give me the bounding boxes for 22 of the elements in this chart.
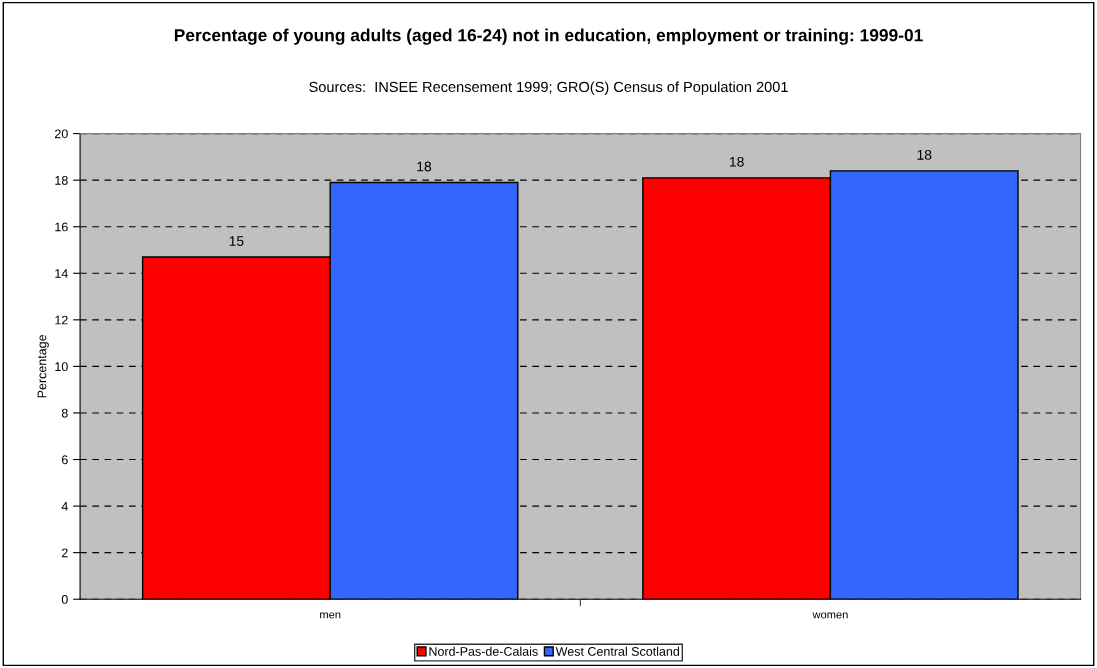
y-tick-label: 8 bbox=[61, 408, 68, 418]
y-tick-label: 18 bbox=[55, 175, 68, 185]
data-label: 15 bbox=[229, 236, 244, 246]
y-tick-label: 20 bbox=[55, 129, 68, 139]
y-tick-label: 16 bbox=[55, 222, 68, 232]
chart-title: Percentage of young adults (aged 16-24) not in education, employment or training: 1999-01 bbox=[174, 28, 923, 45]
data-label: 18 bbox=[917, 149, 932, 160]
y-tick-label: 4 bbox=[61, 502, 68, 511]
x-tick-label: men bbox=[320, 612, 341, 619]
y-tick-label: 6 bbox=[61, 455, 68, 465]
data-label: 18 bbox=[729, 156, 744, 167]
x-tick-label: women bbox=[812, 612, 848, 619]
legend-label: West Central Scotland bbox=[555, 646, 680, 656]
y-axis-title: Percentage bbox=[37, 334, 49, 398]
data-label: 18 bbox=[417, 161, 432, 172]
y-tick-label: 14 bbox=[55, 269, 68, 278]
legend-label: Nord-Pas-de-Calais bbox=[429, 646, 538, 656]
y-tick-label: 12 bbox=[55, 315, 68, 325]
y-tick-label: 2 bbox=[61, 548, 68, 558]
y-tick-label: 10 bbox=[55, 362, 68, 372]
y-tick-label: 0 bbox=[61, 595, 68, 604]
chart-subtitle: Sources: INSEE Recensement 1999; GRO(S) Census of Population 2001 bbox=[309, 81, 788, 95]
